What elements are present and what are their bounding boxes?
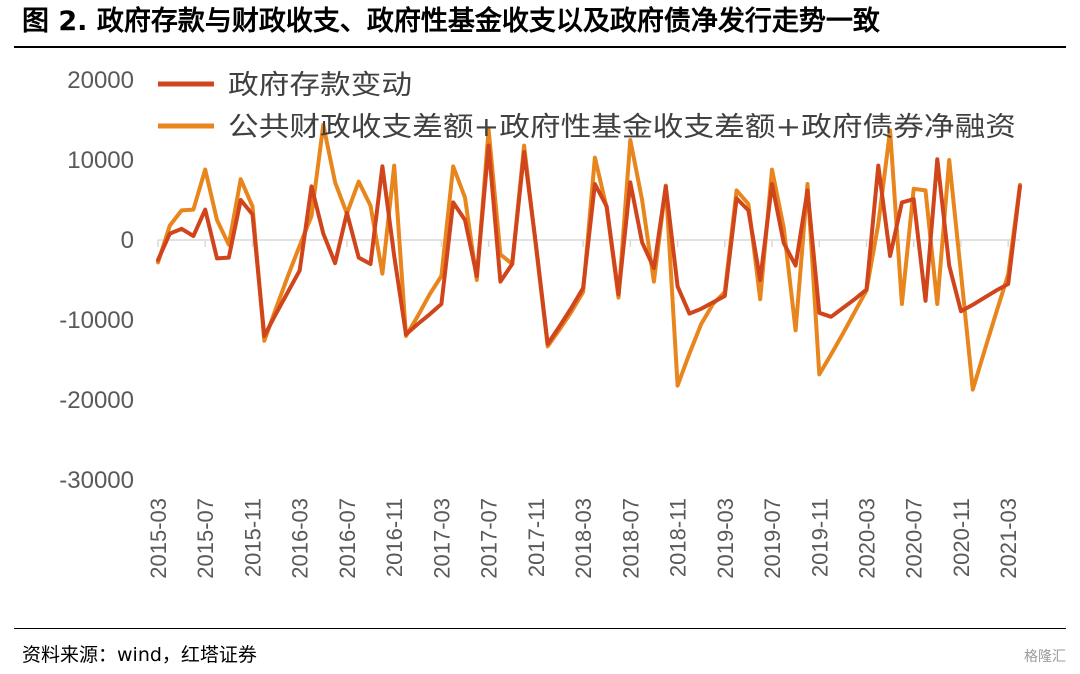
x-tick-label: 2020-07: [902, 498, 927, 579]
legend-label: 政府存款变动: [228, 70, 412, 101]
x-tick-label: 2016-03: [288, 498, 313, 579]
x-tick-label: 2017-07: [477, 498, 502, 579]
series-line-government-deposit-change: [156, 143, 1022, 346]
x-tick-label: 2018-07: [618, 498, 643, 579]
y-tick-label: 10000: [67, 147, 134, 174]
page-title: 图 2. 政府存款与财政收支、政府性基金收支以及政府债净发行走势一致: [22, 6, 880, 37]
x-tick-label: 2017-11: [524, 498, 549, 577]
x-tick-label: 2018-11: [666, 498, 691, 577]
x-tick-label: 2017-03: [429, 498, 454, 579]
y-tick-label: -30000: [59, 467, 134, 494]
x-tick-label: 2015-03: [146, 498, 171, 579]
x-tick-label: 2020-03: [854, 498, 879, 579]
x-tick-label: 2015-07: [193, 498, 218, 579]
y-tick-label: 0: [121, 227, 134, 254]
x-tick-label: 2015-11: [240, 498, 265, 577]
x-tick-label: 2016-11: [382, 498, 407, 577]
x-tick-label: 2019-11: [807, 498, 832, 577]
x-tick-label: 2020-11: [949, 498, 974, 577]
x-tick-label: 2016-07: [335, 498, 360, 579]
x-axis-ticks: [157, 240, 1009, 247]
y-tick-label: -10000: [59, 307, 134, 334]
x-tick-label: 2019-03: [713, 498, 738, 579]
y-tick-label: 20000: [67, 67, 134, 94]
x-tick-label: 2019-07: [760, 498, 785, 579]
title-divider: [14, 46, 1066, 48]
legend-label: 公共财政收支差额+政府性基金收支差额+政府债券净融资: [228, 112, 1016, 143]
watermark-text: 格隆汇: [1024, 649, 1066, 665]
x-tick-label: 2018-03: [571, 498, 596, 579]
series-lines: [156, 122, 1022, 392]
x-tick-label: 2021-03: [996, 498, 1021, 579]
y-tick-label: -20000: [59, 387, 134, 414]
x-axis-labels: 2015-03 2015-07 2015-11 2016-03 2016-07 2016-…: [146, 498, 1021, 579]
y-axis-labels: 20000 10000 0 -10000 -20000 -30000: [59, 67, 134, 494]
source-divider: [14, 628, 1066, 629]
source-note: 资料来源：wind，红塔证券: [22, 644, 257, 666]
